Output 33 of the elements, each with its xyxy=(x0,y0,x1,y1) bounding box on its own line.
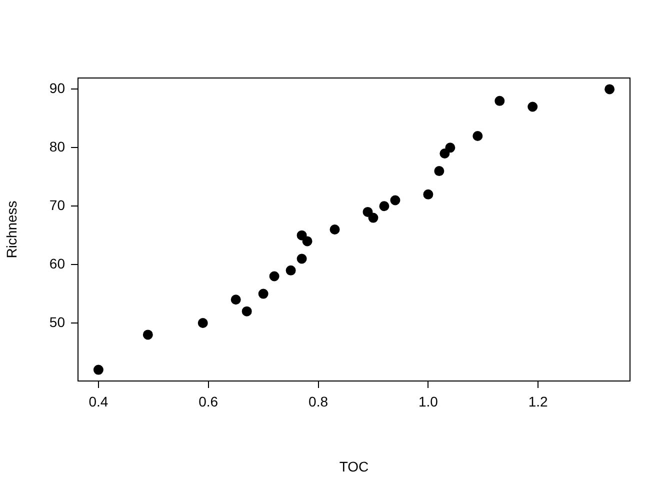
point xyxy=(494,96,505,106)
point xyxy=(379,201,390,212)
point xyxy=(472,130,483,141)
y-tick-label: 60 xyxy=(49,255,66,272)
point xyxy=(604,84,615,94)
x-tick-label: 0.4 xyxy=(88,393,108,410)
point xyxy=(434,166,444,176)
point xyxy=(423,189,434,200)
y-tick-label: 80 xyxy=(49,138,66,155)
point xyxy=(368,212,378,223)
point xyxy=(198,318,208,328)
x-tick-label: 0.6 xyxy=(198,393,218,410)
point xyxy=(258,288,268,299)
y-tick-label: 70 xyxy=(49,196,66,213)
point xyxy=(528,102,538,112)
x-tick-label: 1.0 xyxy=(418,393,438,410)
x-axis-title: TOC xyxy=(339,458,369,474)
point xyxy=(445,142,456,153)
point xyxy=(330,224,340,234)
point xyxy=(390,195,400,206)
point xyxy=(242,306,252,316)
point xyxy=(269,271,280,282)
point xyxy=(142,330,153,340)
x-tick-label: 0.8 xyxy=(308,393,328,410)
point xyxy=(286,265,296,276)
y-tick-label: 90 xyxy=(49,80,66,96)
x-tick-label: 1.2 xyxy=(528,393,548,410)
y-tick-label: 50 xyxy=(49,314,66,330)
point xyxy=(302,236,312,246)
point xyxy=(296,254,307,264)
point xyxy=(93,364,104,375)
point xyxy=(230,294,241,305)
y-axis-title: Richness xyxy=(3,200,20,258)
